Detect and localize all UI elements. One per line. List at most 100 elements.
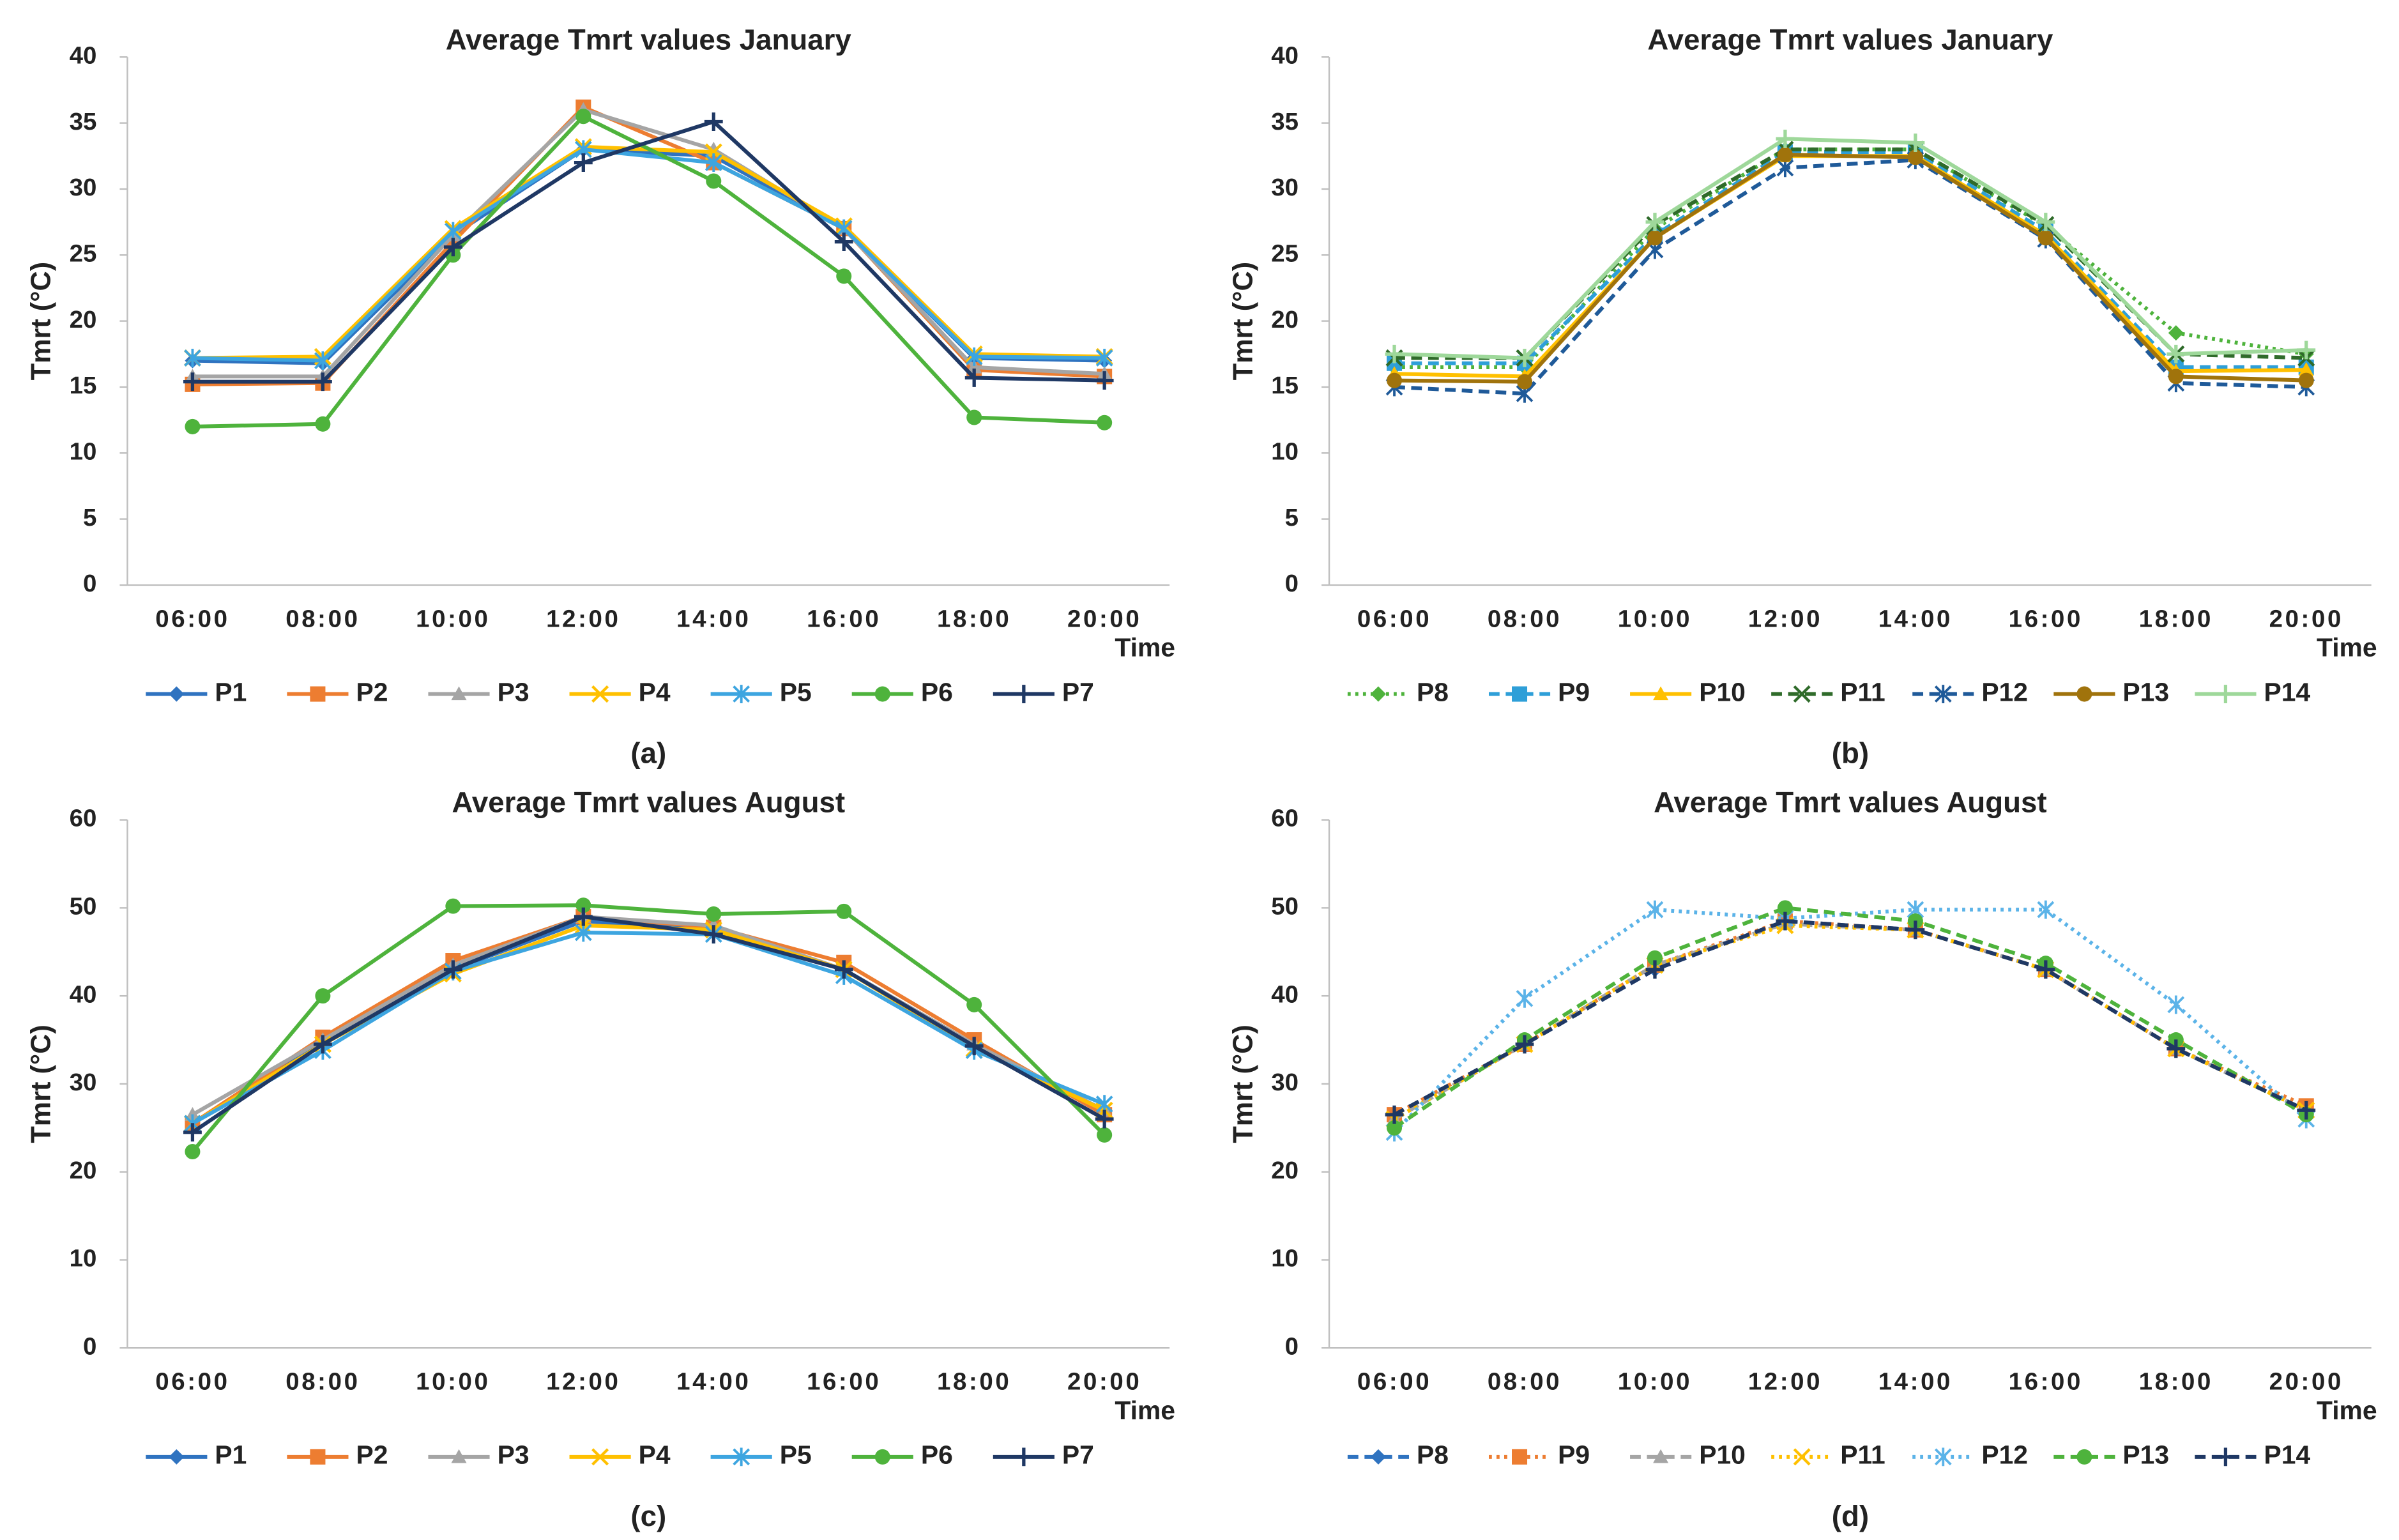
marker [574,907,593,926]
x-tick-label: 20:00 [2269,605,2343,632]
y-tick-label: 40 [1271,980,1299,1008]
legend-marker [1512,1449,1528,1465]
legend-label: P13 [2122,677,2169,706]
y-tick-label: 10 [70,1245,97,1272]
legend-marker [1793,685,1811,703]
marker [1646,900,1664,919]
legend-marker [1653,1449,1669,1463]
marker [183,372,202,392]
marker [2297,1101,2316,1120]
marker [966,359,982,374]
caption: (a) [630,737,666,770]
marker [1647,230,1663,246]
legend-marker [733,685,750,703]
marker [1906,133,1925,153]
legend-label: P2 [356,1440,388,1470]
y-axis-label: Tmrt (°C) [1228,262,1258,380]
marker [1097,415,1113,431]
caption: (c) [630,1500,666,1532]
legend-marker [451,686,467,701]
x-tick-label: 06:00 [1357,605,1431,632]
y-tick-label: 0 [1285,1332,1299,1360]
x-tick-label: 18:00 [2139,1368,2213,1396]
series-line [191,915,1106,1117]
series-line [1394,147,2307,369]
x-tick-label: 14:00 [676,605,750,632]
marker [443,960,462,979]
series-line [192,147,1105,365]
series-line [191,930,1106,1125]
legend-marker [1512,686,1528,702]
legend-marker [1370,686,1386,702]
marker [1095,349,1113,367]
x-tick-label: 16:00 [807,605,881,632]
series-line [191,903,1106,1153]
y-tick-label: 20 [70,306,97,333]
caption: (b) [1832,737,1869,770]
marker [445,898,461,914]
x-tick-label: 20:00 [1067,1368,1141,1396]
y-tick-label: 50 [1271,893,1299,920]
chart-title: Average Tmrt values August [1654,786,2046,819]
legend-marker [310,1449,326,1465]
marker [315,988,331,1004]
series-line [192,147,1105,363]
marker [2037,230,2053,246]
x-tick-label: 12:00 [546,605,620,632]
x-tick-label: 18:00 [2139,605,2213,632]
y-tick-label: 15 [70,372,97,399]
series-line [1394,154,2306,379]
y-tick-label: 30 [1271,174,1299,201]
legend-label: P3 [498,677,529,706]
marker [964,369,984,387]
y-tick-label: 10 [70,438,97,465]
legend-label: P10 [1699,677,1746,706]
marker [185,418,201,434]
x-tick-label: 08:00 [1488,1368,1562,1396]
marker [1776,911,1795,931]
series-line [191,923,1106,1125]
legend-label: P5 [780,1440,812,1470]
x-tick-label: 16:00 [807,1368,881,1396]
y-tick-label: 20 [1271,1157,1299,1184]
x-tick-label: 18:00 [937,1368,1011,1396]
marker [575,109,591,125]
marker [704,925,723,944]
legend-label: P4 [639,677,671,706]
series-line [192,107,1105,379]
marker [315,416,331,432]
marker [2168,369,2184,385]
legend-marker [1793,1448,1811,1466]
marker [2036,960,2055,979]
x-tick-label: 20:00 [2269,1368,2343,1396]
x-tick-label: 14:00 [676,1368,750,1396]
y-tick-label: 30 [1271,1069,1299,1096]
legend-label: P8 [1417,677,1449,706]
x-tick-label: 06:00 [155,1368,229,1396]
legend-marker [1370,1449,1386,1465]
marker [1645,960,1664,979]
marker [2036,213,2055,232]
series-line [1394,137,2306,360]
marker [1907,149,1923,165]
y-axis-label: Tmrt (°C) [26,262,57,380]
marker [1095,371,1114,390]
marker [834,233,853,252]
marker [2037,900,2055,919]
marker [575,897,591,913]
legend-label: P2 [356,677,388,706]
marker [2167,995,2185,1014]
x-tick-label: 10:00 [1618,605,1692,632]
marker [2297,340,2316,360]
y-tick-label: 25 [70,240,97,267]
marker [183,1123,202,1142]
marker [574,153,593,172]
y-tick-label: 0 [83,1332,96,1360]
marker [966,409,982,425]
series-line [1393,919,2308,1117]
chart-title: Average Tmrt values August [452,786,845,819]
series-line [191,915,1106,1125]
legend-marker [2216,685,2235,703]
y-tick-label: 30 [70,174,97,201]
